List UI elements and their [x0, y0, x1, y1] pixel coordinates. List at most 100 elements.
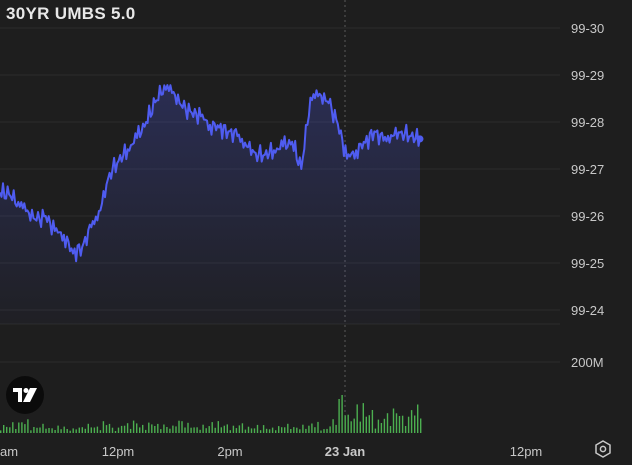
volume-bar	[175, 426, 177, 433]
last-price-dot	[416, 135, 424, 143]
volume-bar	[287, 423, 289, 433]
chart-title: 30YR UMBS 5.0	[6, 4, 136, 23]
y-tick-label: 99-27	[571, 162, 604, 177]
volume-bar	[3, 425, 5, 433]
volume-bar	[126, 423, 129, 433]
settings-gear-icon[interactable]	[594, 440, 612, 458]
volume-bar	[199, 429, 201, 433]
volume-bar	[323, 429, 325, 433]
volume-bar	[211, 422, 213, 433]
volume-bar	[99, 430, 102, 433]
y-tick-label: 99-29	[571, 68, 604, 83]
volume-bar	[332, 419, 334, 433]
volume-bar	[229, 430, 231, 433]
volume-bar	[205, 428, 207, 433]
volume-bar	[181, 421, 183, 433]
volume-bar	[63, 426, 65, 433]
tradingview-logo-icon[interactable]	[6, 376, 44, 414]
x-tick-label: 2pm	[217, 444, 242, 459]
volume-bar	[60, 429, 62, 433]
y-tick-label: 99-28	[571, 115, 604, 130]
y-tick-label: 99-24	[571, 303, 604, 318]
volume-bar	[290, 429, 292, 433]
volume-bar	[202, 424, 204, 433]
volume-bar	[42, 423, 44, 433]
volume-bar	[9, 427, 11, 433]
volume-bar	[75, 429, 77, 433]
volume-bar	[293, 427, 295, 433]
volume-bar	[33, 427, 35, 433]
x-tick-label: 23 Jan	[325, 444, 366, 459]
volume-bar	[160, 429, 162, 433]
logo-glyph	[13, 388, 37, 402]
volume-bar	[208, 426, 210, 433]
volume-bar	[123, 425, 126, 433]
volume-bar	[187, 422, 189, 433]
volume-bar	[284, 427, 286, 433]
volume-bar	[184, 427, 186, 433]
volume-bar	[196, 427, 198, 433]
volume-bar	[281, 427, 283, 433]
volume-bar	[377, 419, 380, 433]
volume-bar	[6, 426, 8, 433]
volume-bar	[220, 427, 222, 433]
volume-bar	[57, 425, 59, 433]
volume-bar	[338, 399, 340, 433]
volume-bar	[335, 424, 337, 433]
volume-bar	[326, 428, 328, 433]
volume-bar	[311, 423, 313, 433]
volume-bar	[129, 428, 132, 433]
volume-bar	[142, 424, 144, 433]
volume-bar	[117, 427, 120, 433]
volume-bar	[172, 425, 174, 433]
volume-bar	[111, 427, 114, 433]
volume-bar	[96, 426, 99, 433]
volume-bar	[392, 408, 395, 433]
volume-axis-label: 200M	[571, 355, 604, 370]
volume-bar	[278, 426, 280, 433]
volume-bar	[407, 416, 410, 433]
volume-bar	[329, 426, 331, 433]
y-tick-label: 99-26	[571, 209, 604, 224]
volume-bar	[166, 427, 168, 433]
volume-bar	[84, 428, 86, 433]
volume-bar	[148, 422, 150, 433]
volume-bar	[262, 425, 265, 433]
volume-bar	[371, 410, 374, 433]
volume-bar	[395, 413, 398, 433]
volume-bar	[247, 426, 250, 433]
volume-bar	[78, 427, 80, 433]
volume-bar	[359, 421, 361, 433]
volume-bar	[308, 425, 310, 433]
volume-bar	[374, 428, 377, 433]
price-area	[0, 85, 420, 324]
volume-bar	[268, 429, 271, 433]
x-axis-labels: am 12pm 2pm 23 Jan 12pm	[0, 444, 542, 459]
volume-bar	[81, 427, 83, 433]
volume-bar	[259, 430, 262, 433]
volume-bar	[169, 428, 171, 433]
volume-bar	[365, 416, 367, 433]
volume-bar	[404, 426, 407, 433]
volume-bar	[72, 428, 74, 433]
volume-bar	[21, 422, 23, 433]
volume-bar	[362, 403, 364, 433]
volume-bar	[420, 418, 422, 433]
volume-bar	[114, 431, 117, 433]
volume-bar	[51, 428, 53, 433]
volume-bar	[0, 430, 2, 433]
x-tick-label: 12pm	[510, 444, 543, 459]
volume-bar	[250, 428, 253, 433]
volume-bar	[350, 421, 352, 433]
volume-bar	[223, 425, 225, 433]
volume-bar	[410, 410, 413, 433]
volume-bar	[27, 419, 29, 433]
volume-bar	[275, 430, 277, 433]
volume-bar	[356, 404, 358, 433]
volume-bar	[157, 423, 159, 433]
volume-bar	[30, 430, 32, 433]
volume-bar	[132, 420, 135, 433]
volume-bar	[265, 428, 268, 433]
volume-bar	[368, 415, 370, 433]
